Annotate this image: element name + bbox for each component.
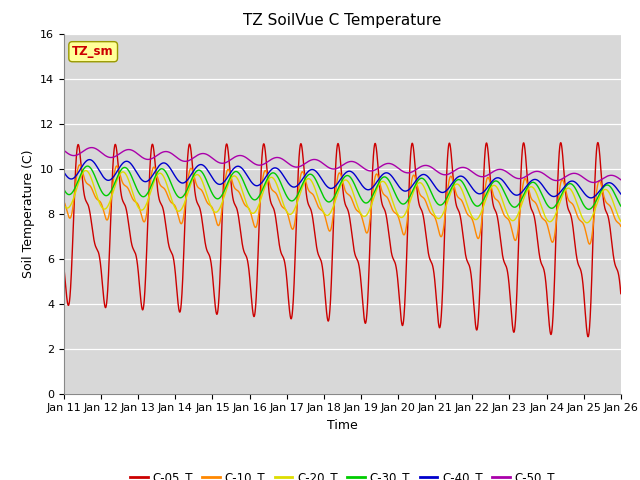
- C-50_T: [88, 144, 95, 150]
- C-40_T: [587, 195, 595, 201]
- C-40_T: [324, 184, 332, 190]
- C-05_T: [594, 140, 602, 146]
- C-05_T: [587, 306, 595, 312]
- C-20_T: [617, 218, 625, 224]
- C-10_T: [467, 215, 475, 220]
- C-10_T: [483, 177, 491, 182]
- C-30_T: [60, 187, 68, 192]
- C-30_T: [587, 206, 595, 212]
- C-20_T: [250, 210, 257, 216]
- C-30_T: [617, 203, 625, 209]
- C-10_T: [76, 162, 83, 168]
- C-20_T: [467, 212, 475, 217]
- C-50_T: [60, 147, 68, 153]
- Legend: C-05_T, C-10_T, C-20_T, C-30_T, C-40_T, C-50_T: C-05_T, C-10_T, C-20_T, C-30_T, C-40_T, …: [125, 466, 560, 480]
- C-05_T: [483, 140, 490, 146]
- Y-axis label: Soil Temperature (C): Soil Temperature (C): [22, 149, 35, 278]
- C-40_T: [483, 185, 491, 191]
- C-10_T: [324, 224, 332, 229]
- C-10_T: [587, 240, 595, 245]
- C-50_T: [467, 168, 475, 174]
- C-05_T: [250, 312, 257, 317]
- C-40_T: [467, 183, 475, 189]
- C-20_T: [587, 217, 595, 223]
- Title: TZ SoilVue C Temperature: TZ SoilVue C Temperature: [243, 13, 442, 28]
- C-05_T: [617, 291, 625, 297]
- C-30_T: [467, 196, 475, 202]
- C-20_T: [594, 200, 602, 205]
- C-20_T: [324, 213, 332, 218]
- C-10_T: [617, 223, 625, 229]
- C-10_T: [250, 220, 257, 226]
- C-30_T: [324, 199, 332, 204]
- Line: C-50_T: C-50_T: [64, 147, 621, 182]
- C-10_T: [594, 183, 602, 189]
- C-50_T: [324, 164, 332, 170]
- C-30_T: [84, 163, 92, 169]
- C-40_T: [60, 169, 68, 175]
- C-05_T: [324, 316, 332, 322]
- C-50_T: [587, 179, 595, 185]
- C-40_T: [594, 191, 602, 196]
- C-05_T: [594, 140, 602, 145]
- Line: C-40_T: C-40_T: [64, 160, 621, 198]
- C-40_T: [617, 191, 625, 197]
- C-50_T: [483, 173, 491, 179]
- C-50_T: [250, 160, 257, 166]
- C-50_T: [617, 177, 625, 182]
- C-20_T: [60, 202, 68, 208]
- Line: C-20_T: C-20_T: [64, 170, 621, 223]
- C-30_T: [483, 191, 491, 196]
- C-50_T: [594, 179, 602, 184]
- X-axis label: Time: Time: [327, 419, 358, 432]
- Line: C-05_T: C-05_T: [64, 143, 621, 337]
- Line: C-10_T: C-10_T: [64, 165, 621, 244]
- Line: C-30_T: C-30_T: [64, 166, 621, 209]
- C-20_T: [583, 220, 591, 226]
- C-05_T: [584, 334, 592, 340]
- C-30_T: [250, 197, 257, 203]
- C-40_T: [250, 181, 257, 187]
- C-40_T: [587, 195, 595, 201]
- C-10_T: [586, 241, 593, 247]
- C-30_T: [594, 195, 602, 201]
- C-40_T: [86, 157, 93, 163]
- Text: TZ_sm: TZ_sm: [72, 45, 114, 58]
- C-30_T: [585, 206, 593, 212]
- C-05_T: [60, 265, 68, 271]
- C-05_T: [467, 271, 475, 277]
- C-10_T: [60, 199, 68, 204]
- C-20_T: [82, 168, 90, 173]
- C-50_T: [589, 180, 597, 185]
- C-20_T: [483, 194, 491, 200]
